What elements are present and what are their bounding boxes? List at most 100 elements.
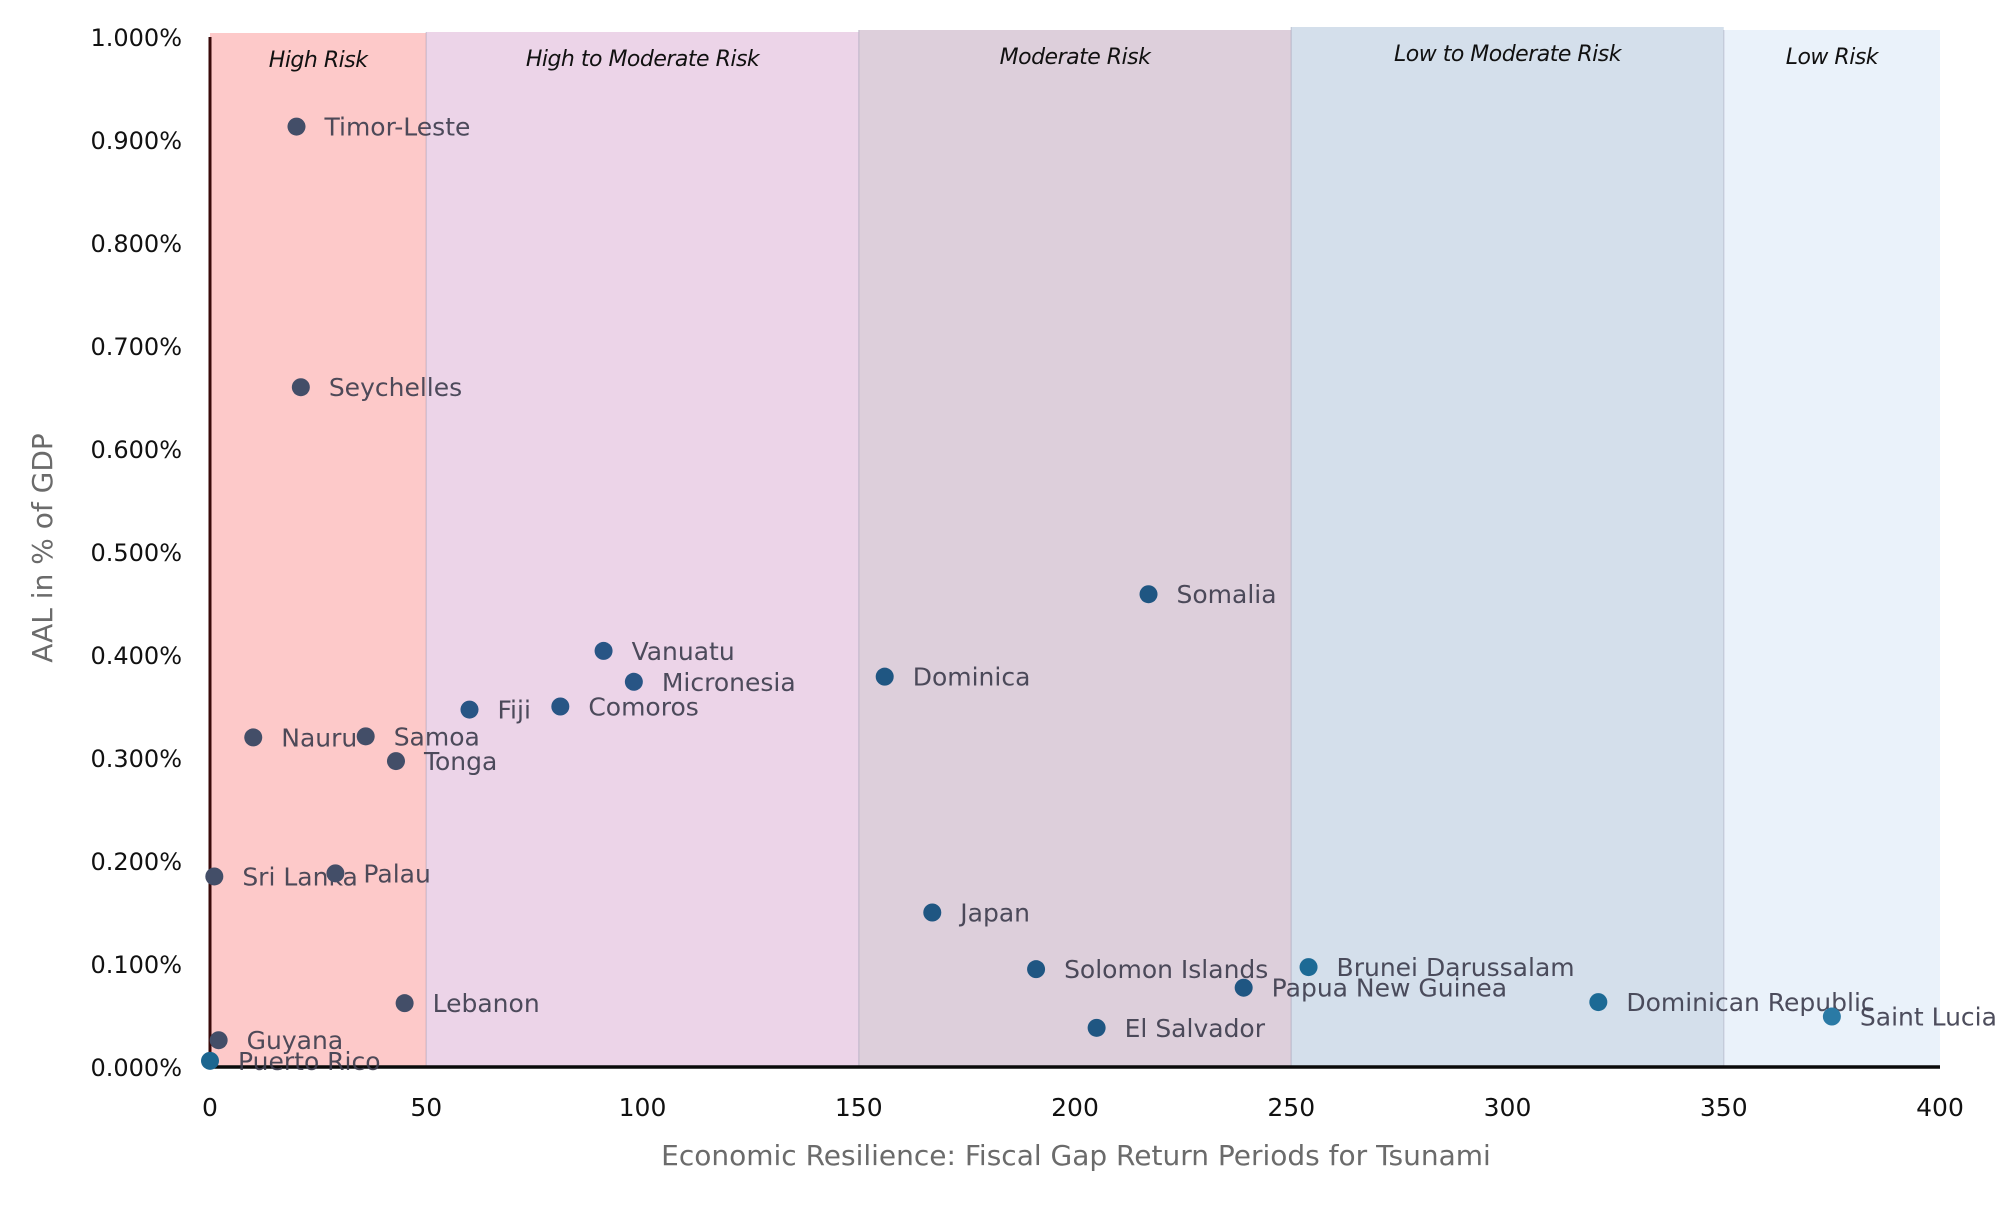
y-tick-label: 0.700% <box>90 333 182 361</box>
y-tick-label: 0.000% <box>90 1054 182 1082</box>
data-point-guyana: Guyana <box>209 1026 344 1055</box>
point-marker <box>1822 1007 1841 1026</box>
x-tick-label: 300 <box>1484 1093 1532 1122</box>
y-tick-label: 0.300% <box>90 745 182 773</box>
data-point-dominica: Dominica <box>875 663 1031 692</box>
band-high-to-moderate-risk <box>426 32 859 1067</box>
band-label-high-risk: High Risk <box>269 48 369 73</box>
point-label: Nauru <box>281 723 357 752</box>
x-tick-label: 0 <box>202 1093 218 1122</box>
data-point-comoros: Comoros <box>551 693 699 722</box>
band-low-risk <box>1723 30 1940 1067</box>
point-marker <box>594 641 613 660</box>
point-label: Solomon Islands <box>1064 955 1268 984</box>
x-axis-title: Economic Resilience: Fiscal Gap Return P… <box>661 1139 1491 1172</box>
point-marker <box>1087 1018 1106 1037</box>
x-tick-label: 400 <box>1916 1093 1964 1122</box>
point-marker <box>1299 958 1318 977</box>
band-label-high-to-moderate-risk: High to Moderate Risk <box>526 47 761 72</box>
point-label: Vanuatu <box>632 637 735 666</box>
data-point-solomon-islands: Solomon Islands <box>1027 955 1268 984</box>
data-point-timor-leste: Timor-Leste <box>287 113 471 142</box>
point-marker <box>460 700 479 719</box>
data-point-puerto-rico: Puerto Rico <box>201 1047 381 1076</box>
point-label: El Salvador <box>1125 1014 1266 1043</box>
point-label: Palau <box>363 859 430 888</box>
x-tick-labels: 0 50 100 150 200 250 300 350 400 <box>202 1093 1964 1122</box>
point-label: Comoros <box>588 693 698 722</box>
point-label: Seychelles <box>329 373 462 402</box>
band-low-to-moderate-risk <box>1291 27 1724 1067</box>
x-tick-label: 100 <box>619 1093 667 1122</box>
point-marker <box>356 727 375 746</box>
data-point-palau: Palau <box>326 859 431 888</box>
data-point-nauru: Nauru <box>244 723 357 752</box>
y-axis-title: AAL in % of GDP <box>26 433 59 663</box>
y-tick-label: 0.400% <box>90 642 182 670</box>
point-marker <box>875 667 894 686</box>
y-tick-label: 1.000% <box>90 24 182 52</box>
point-marker <box>551 697 570 716</box>
point-marker <box>1589 993 1608 1012</box>
data-point-el-salvador: El Salvador <box>1087 1014 1266 1043</box>
axes <box>208 37 1940 1069</box>
data-point-papua-new-guinea: Papua New Guinea <box>1234 974 1507 1003</box>
y-tick-label: 0.200% <box>90 848 182 876</box>
y-tick-label: 0.500% <box>90 539 182 567</box>
x-tick-label: 50 <box>410 1093 442 1122</box>
y-tick-label: 0.100% <box>90 951 182 979</box>
point-marker <box>1234 978 1253 997</box>
y-tick-label: 0.800% <box>90 230 182 258</box>
data-point-saint-lucia: Saint Lucia <box>1822 1003 1997 1032</box>
band-label-moderate-risk: Moderate Risk <box>1000 45 1152 70</box>
point-marker <box>287 117 306 136</box>
data-point-lebanon: Lebanon <box>395 989 540 1018</box>
point-marker <box>326 864 345 883</box>
point-marker <box>1139 585 1158 604</box>
point-marker <box>291 378 310 397</box>
data-point-micronesia: Micronesia <box>624 668 796 697</box>
point-label: Timor-Leste <box>324 113 471 142</box>
data-point-tonga: Tonga <box>386 747 497 776</box>
point-marker <box>923 903 942 922</box>
data-point-fiji: Fiji <box>460 696 531 725</box>
point-label: Guyana <box>247 1026 344 1055</box>
band-label-low-risk: Low Risk <box>1786 45 1880 70</box>
point-label: Lebanon <box>433 989 540 1018</box>
point-label: Somalia <box>1177 580 1277 609</box>
point-marker <box>201 1051 219 1070</box>
data-point-somalia: Somalia <box>1139 580 1277 609</box>
x-tick-label: 250 <box>1267 1093 1315 1122</box>
y-tick-label: 0.600% <box>90 436 182 464</box>
y-tick-labels: 0.000% 0.100% 0.200% 0.300% 0.400% 0.500% 0.60… <box>90 24 182 1082</box>
point-marker <box>386 752 405 771</box>
band-moderate-risk <box>858 30 1292 1067</box>
x-tick-label: 200 <box>1051 1093 1099 1122</box>
data-point-brunei-darussalam: Brunei Darussalam <box>1299 953 1575 982</box>
point-label: Brunei Darussalam <box>1337 953 1575 982</box>
point-label: Micronesia <box>662 668 796 697</box>
point-label: Samoa <box>394 722 480 751</box>
x-tick-label: 150 <box>835 1093 883 1122</box>
point-marker <box>1027 960 1046 979</box>
data-point-seychelles: Seychelles <box>291 373 462 402</box>
data-point-samoa: Samoa <box>356 722 480 751</box>
point-label: Puerto Rico <box>238 1047 381 1076</box>
band-high-risk <box>210 33 427 1067</box>
point-label: Saint Lucia <box>1860 1003 1997 1032</box>
point-marker <box>205 867 224 886</box>
point-label: Japan <box>958 899 1030 928</box>
risk-bands: High Risk High to Moderate Risk Moderate R… <box>210 27 1940 1067</box>
point-marker <box>244 728 263 747</box>
y-tick-label: 0.900% <box>90 127 182 155</box>
point-label: Dominica <box>913 663 1031 692</box>
point-marker <box>395 994 414 1013</box>
x-tick-label: 350 <box>1700 1093 1748 1122</box>
point-marker <box>209 1031 228 1050</box>
data-point-japan: Japan <box>923 899 1030 928</box>
data-point-vanuatu: Vanuatu <box>594 637 735 666</box>
point-label: Papua New Guinea <box>1272 974 1507 1003</box>
point-label: Fiji <box>498 696 531 725</box>
